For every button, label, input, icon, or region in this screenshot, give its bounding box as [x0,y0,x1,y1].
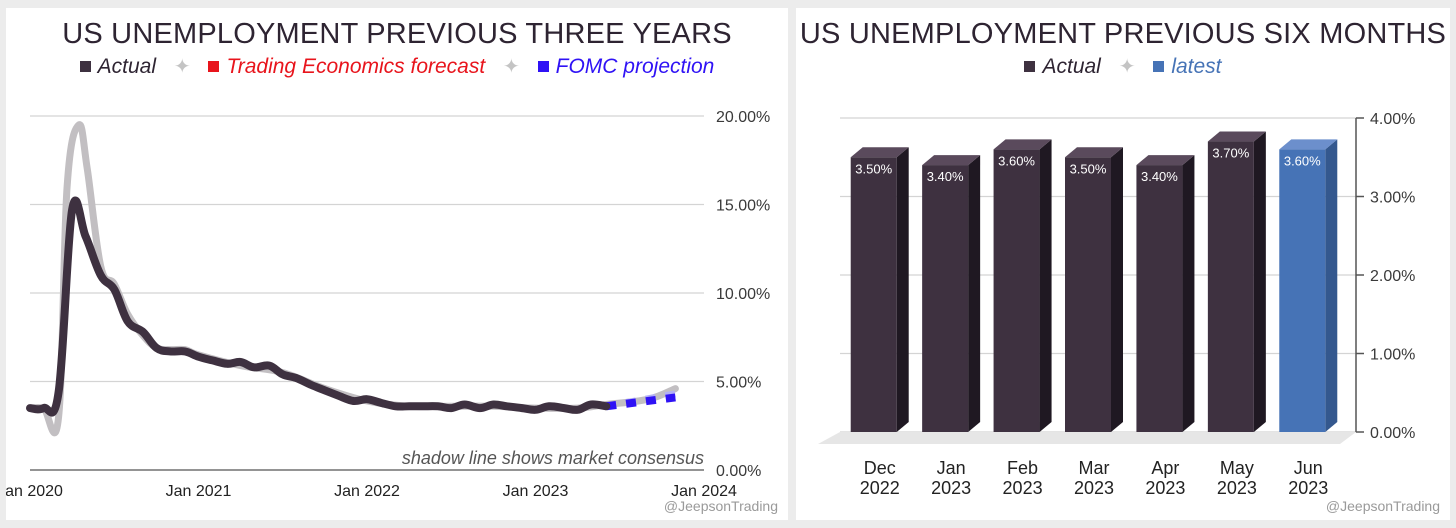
legend-latest-label: latest [1171,55,1222,78]
y-tick-label: 5.00% [716,375,761,392]
x-tick-label-year: 2023 [1003,478,1043,498]
legend-actual: Actual [79,55,157,79]
legend-te-swatch [208,61,220,72]
legend-actual-label: Actual [97,55,157,78]
y-tick-label: 10.00% [716,286,770,303]
bar-data-label: 3.60% [1284,153,1321,168]
y-tick-label: 0.00% [1370,425,1415,442]
bar-data-label: 3.50% [855,161,892,176]
x-tick-label-year: 2023 [1074,478,1114,498]
bar-data-label: 3.50% [1070,161,1107,176]
x-tick-label: Jan 2020 [6,483,63,500]
x-tick-label-month: Dec [864,458,896,478]
bar-data-label: 3.40% [1141,169,1178,184]
legend-fomc-projection: FOMC projection [537,55,715,79]
x-tick-label-year: 2022 [860,478,900,498]
x-tick-label-month: Jun [1294,458,1323,478]
bar-data-label: 3.70% [1212,146,1249,161]
x-tick-label-month: Apr [1151,458,1179,478]
left-credit: @JeepsonTrading [663,498,778,514]
y-tick-label: 0.00% [716,463,761,480]
legend-te-forecast: Trading Economics forecast [208,55,485,79]
bar-top [1065,147,1123,158]
legend-actual: Actual [1024,55,1101,79]
x-tick-label: Jan 2022 [334,483,400,500]
x-tick-label-year: 2023 [1217,478,1257,498]
x-tick-label-year: 2023 [1288,478,1328,498]
bar-data-label: 3.60% [998,153,1035,168]
bar [850,157,897,432]
bar-top [850,147,909,158]
bar [1279,149,1326,432]
x-tick-label-month: Jan [937,458,966,478]
bar-side [1253,131,1266,433]
bar-side [1111,147,1123,432]
three-year-line-chart: 0.00% 5.00% 10.00% 15.00% 20.00% Jan 2020 Jan … [6,109,770,500]
y-tick-label: 1.00% [1370,347,1415,364]
y-tick-label: 20.00% [716,109,770,126]
bar-side [896,147,909,432]
legend-separator-icon: ✦ [173,56,191,78]
legend-actual-swatch [79,61,91,72]
x-tick-label-month: Feb [1007,458,1038,478]
y-tick-label: 4.00% [1370,111,1415,128]
bar-side [1039,139,1052,432]
bar [993,149,1040,432]
x-tick-label: Jan 2024 [671,483,737,500]
bar [1136,165,1183,432]
floor [818,432,1356,444]
bar-top [1279,139,1338,150]
legend-separator-icon: ✦ [503,56,520,78]
bar-top [1136,155,1195,166]
legend-fomc-label: FOMC projection [555,55,715,78]
six-month-chart-panel: US UNEMPLOYMENT PREVIOUS SIX MONTHS Actu… [796,8,1450,520]
y-tick-label: 2.00% [1370,268,1415,285]
x-tick-label-month: Mar [1079,458,1110,478]
legend-separator-icon: ✦ [1118,56,1136,78]
three-year-chart-title: US UNEMPLOYMENT PREVIOUS THREE YEARS [62,18,732,50]
bar-top [1207,131,1266,142]
x-tick-label: Jan 2023 [503,483,569,500]
x-tick-label-month: May [1220,458,1254,478]
bar-top [922,155,981,166]
bar-side [968,155,981,432]
y-tick-label: 15.00% [716,198,770,215]
legend-actual-swatch [1024,61,1036,72]
bar-side [1182,155,1195,432]
actual-unemployment-line [26,196,611,417]
x-tick-label: Jan 2021 [166,483,232,500]
legend-fomc-swatch [537,61,549,72]
legend-actual-label: Actual [1042,55,1101,78]
legend-te-label: Trading Economics forecast [226,55,486,78]
x-tick-label-year: 2023 [931,478,971,498]
legend-latest: latest [1153,55,1222,79]
six-month-chart-title: US UNEMPLOYMENT PREVIOUS SIX MONTHS [799,18,1447,50]
legend-latest-swatch [1153,61,1165,72]
bar-data-label: 3.40% [927,169,964,184]
y-tick-label: 3.00% [1370,190,1415,207]
x-tick-label-year: 2023 [1145,478,1185,498]
bar [1207,141,1254,433]
market-consensus-line [26,121,679,437]
three-year-legend: Actual ✦ Trading Economics forecast ✦ FO… [6,54,788,79]
right-credit: @JeepsonTrading [1325,498,1440,514]
three-year-chart-panel: US UNEMPLOYMENT PREVIOUS THREE YEARS Act… [6,8,788,520]
shadow-line-note: shadow line shows market consensus [402,448,704,468]
bar [1065,157,1111,432]
bar-top [993,139,1052,150]
bar-side [1325,139,1338,432]
six-month-legend: Actual ✦ latest [796,54,1450,79]
bar [922,165,969,432]
